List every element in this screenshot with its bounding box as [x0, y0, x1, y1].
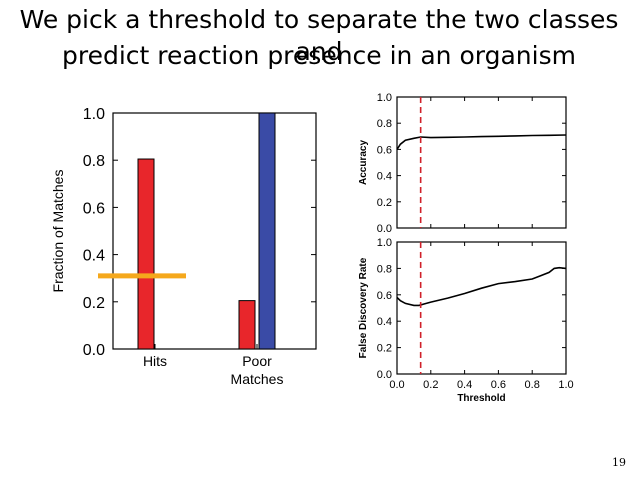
bar-y-tick-label: 0.2	[83, 295, 105, 312]
panel-y-axis-label: False Discovery Rate	[358, 257, 369, 358]
panel-x-tick-label: 0.0	[389, 379, 404, 391]
panel-x-tick-label: 0.6	[491, 379, 506, 391]
bar-category-label: Hits	[143, 353, 167, 369]
panel-y-tick-label: 0.2	[377, 343, 392, 355]
panel-x-tick-label: 1.0	[558, 379, 573, 391]
bar-category-label: Poor	[242, 353, 272, 369]
panel-x-axis-label: Threshold	[457, 393, 505, 404]
bar	[258, 112, 276, 350]
bar-category-label: Matches	[231, 371, 284, 387]
panel-y-tick-label: 0.6	[377, 290, 392, 302]
bar-y-axis-label: Fraction of Matches	[50, 170, 66, 293]
page-number: 19	[612, 456, 626, 469]
panel-y-tick-label: 0.4	[377, 171, 392, 183]
panel-y-tick-label: 0.6	[377, 144, 392, 156]
panel-x-tick-label: 0.4	[457, 379, 472, 391]
panel-frame-accuracy	[396, 96, 567, 229]
bar	[137, 158, 155, 350]
panel-frame-fdr	[396, 241, 567, 375]
bar-y-tick-label: 0.4	[83, 248, 105, 265]
slide-title-line2: predict reaction presence in an organism	[62, 41, 576, 70]
panel-y-tick-label: 1.0	[377, 92, 392, 104]
series-line	[396, 266, 567, 307]
bar-chart-frame	[112, 112, 317, 350]
panel-y-tick-label: 0.0	[377, 223, 392, 235]
panel-y-tick-label: 0.4	[377, 316, 392, 328]
panel-y-axis-label: Accuracy	[358, 140, 369, 185]
slide-title-line1: We pick a threshold to separate the two …	[19, 5, 619, 66]
panel-y-tick-label: 1.0	[377, 237, 392, 249]
bar	[238, 300, 256, 350]
panel-y-tick-label: 0.8	[377, 118, 392, 130]
bar-y-tick-label: 0.6	[83, 200, 105, 217]
panel-y-tick-label: 0.8	[377, 263, 392, 275]
panel-x-tick-label: 0.2	[423, 379, 438, 391]
bar-y-tick-label: 0.0	[83, 342, 105, 359]
panel-y-tick-label: 0.2	[377, 197, 392, 209]
series-line	[396, 134, 567, 150]
panel-y-tick-label: 0.0	[377, 369, 392, 381]
panel-x-tick-label: 0.8	[525, 379, 540, 391]
bar-y-tick-label: 0.8	[83, 153, 105, 170]
bar-y-tick-label: 1.0	[83, 106, 105, 123]
